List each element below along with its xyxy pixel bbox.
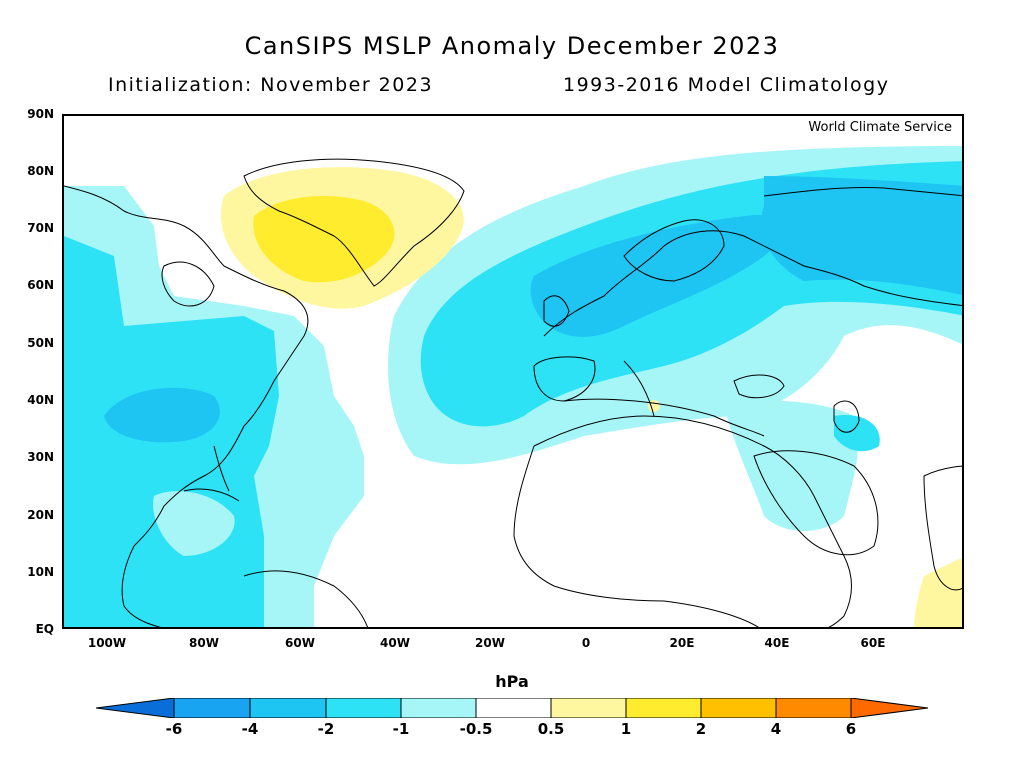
contour-pos-light-indian: [914, 557, 962, 627]
colorbar-cap-left: [96, 698, 175, 718]
lon-label-0: 0: [581, 636, 591, 650]
credit-label: World Climate Service: [808, 120, 952, 135]
lat-label-70n: 70N: [27, 221, 54, 235]
lat-label-60n: 60N: [27, 278, 54, 292]
colorbar-bin-7: [625, 698, 702, 718]
contour-neg-strong-west: [104, 387, 220, 443]
greenland-outline: [243, 158, 465, 287]
contour-neg-light-gulf: [153, 491, 235, 556]
lat-label-eq: EQ: [35, 622, 54, 636]
colorbar-unit: hPa: [495, 672, 529, 691]
colorbar-bin-2: [249, 698, 327, 718]
caspian-outline: [833, 400, 860, 433]
climatology-label: 1993-2016 Model Climatology: [563, 74, 890, 96]
arabia-outline: [753, 450, 879, 556]
florida-outline: [213, 445, 230, 492]
contour-neg-strong-siberia: [761, 176, 962, 296]
lon-label-80w: 80W: [189, 636, 219, 650]
chart-title: CanSIPS MSLP Anomaly December 2023: [244, 32, 780, 60]
lat-label-80n: 80N: [27, 164, 54, 178]
colorbar-tick-neg2: -2: [317, 720, 335, 738]
contour-neg-strong-east: [530, 215, 786, 337]
lat-label-30n: 30N: [27, 450, 54, 464]
colorbar-tick-2: 2: [695, 720, 707, 738]
colorbar-bin-4: [400, 698, 477, 718]
uk-outline: [543, 295, 570, 327]
hudson-bay-outline: [161, 261, 215, 307]
cuba-outline: [183, 488, 240, 502]
siberia-coast: [763, 187, 962, 197]
colorbar-bin-6: [550, 698, 627, 718]
lat-label-10n: 10N: [27, 565, 54, 579]
europe-outline: [543, 230, 962, 337]
colorbar-tick-neg6: -6: [165, 720, 183, 738]
north-america-outline: [64, 185, 309, 627]
initialization-label: Initialization: November 2023: [108, 74, 434, 96]
colorbar-tick-6: 6: [845, 720, 857, 738]
lon-label-40e: 40E: [764, 636, 790, 650]
lon-label-60e: 60E: [860, 636, 886, 650]
south-america-outline: [243, 570, 369, 627]
negative-anomaly-shading: [64, 146, 962, 627]
lat-label-40n: 40N: [27, 393, 54, 407]
colorbar-tick-neg1: -1: [392, 720, 410, 738]
contour-pos-mid-greenland: [253, 196, 395, 283]
lon-label-100w: 100W: [87, 636, 127, 650]
lon-label-20e: 20E: [669, 636, 695, 650]
scandinavia-outline: [623, 219, 725, 282]
colorbar-tick-1: 1: [620, 720, 632, 738]
mediterranean-outline: [563, 398, 765, 437]
colorbar-cap-right: [850, 698, 928, 718]
africa-outline: [513, 415, 852, 627]
colorbar-tick-neg4: -4: [241, 720, 259, 738]
black-sea-outline: [733, 374, 785, 399]
anomaly-map: World Climate Service: [62, 114, 964, 629]
colorbar-bin-1: [173, 698, 251, 718]
lat-label-50n: 50N: [27, 336, 54, 350]
colorbar-bin-9: [775, 698, 852, 718]
italy-outline: [623, 360, 655, 417]
india-outline: [923, 465, 962, 591]
lon-label-20w: 20W: [475, 636, 505, 650]
colorbar-tick-neg05: -0.5: [459, 720, 493, 738]
iberia-outline: [533, 356, 596, 402]
colorbar-tick-05: 0.5: [537, 720, 565, 738]
coastlines: [64, 158, 962, 627]
colorbar-tick-4: 4: [770, 720, 782, 738]
map-canvas: [64, 146, 962, 627]
colorbar-bin-8: [700, 698, 777, 718]
lat-label-90n: 90N: [27, 107, 54, 121]
positive-anomaly-shading: [220, 167, 962, 627]
contour-neg-mid-mideast: [834, 415, 880, 452]
colorbar-bin-5: [475, 698, 552, 718]
lat-label-20n: 20N: [27, 508, 54, 522]
colorbar: [96, 698, 928, 718]
lon-label-40w: 40W: [380, 636, 410, 650]
colorbar-bin-3: [325, 698, 402, 718]
lon-label-60w: 60W: [285, 636, 315, 650]
